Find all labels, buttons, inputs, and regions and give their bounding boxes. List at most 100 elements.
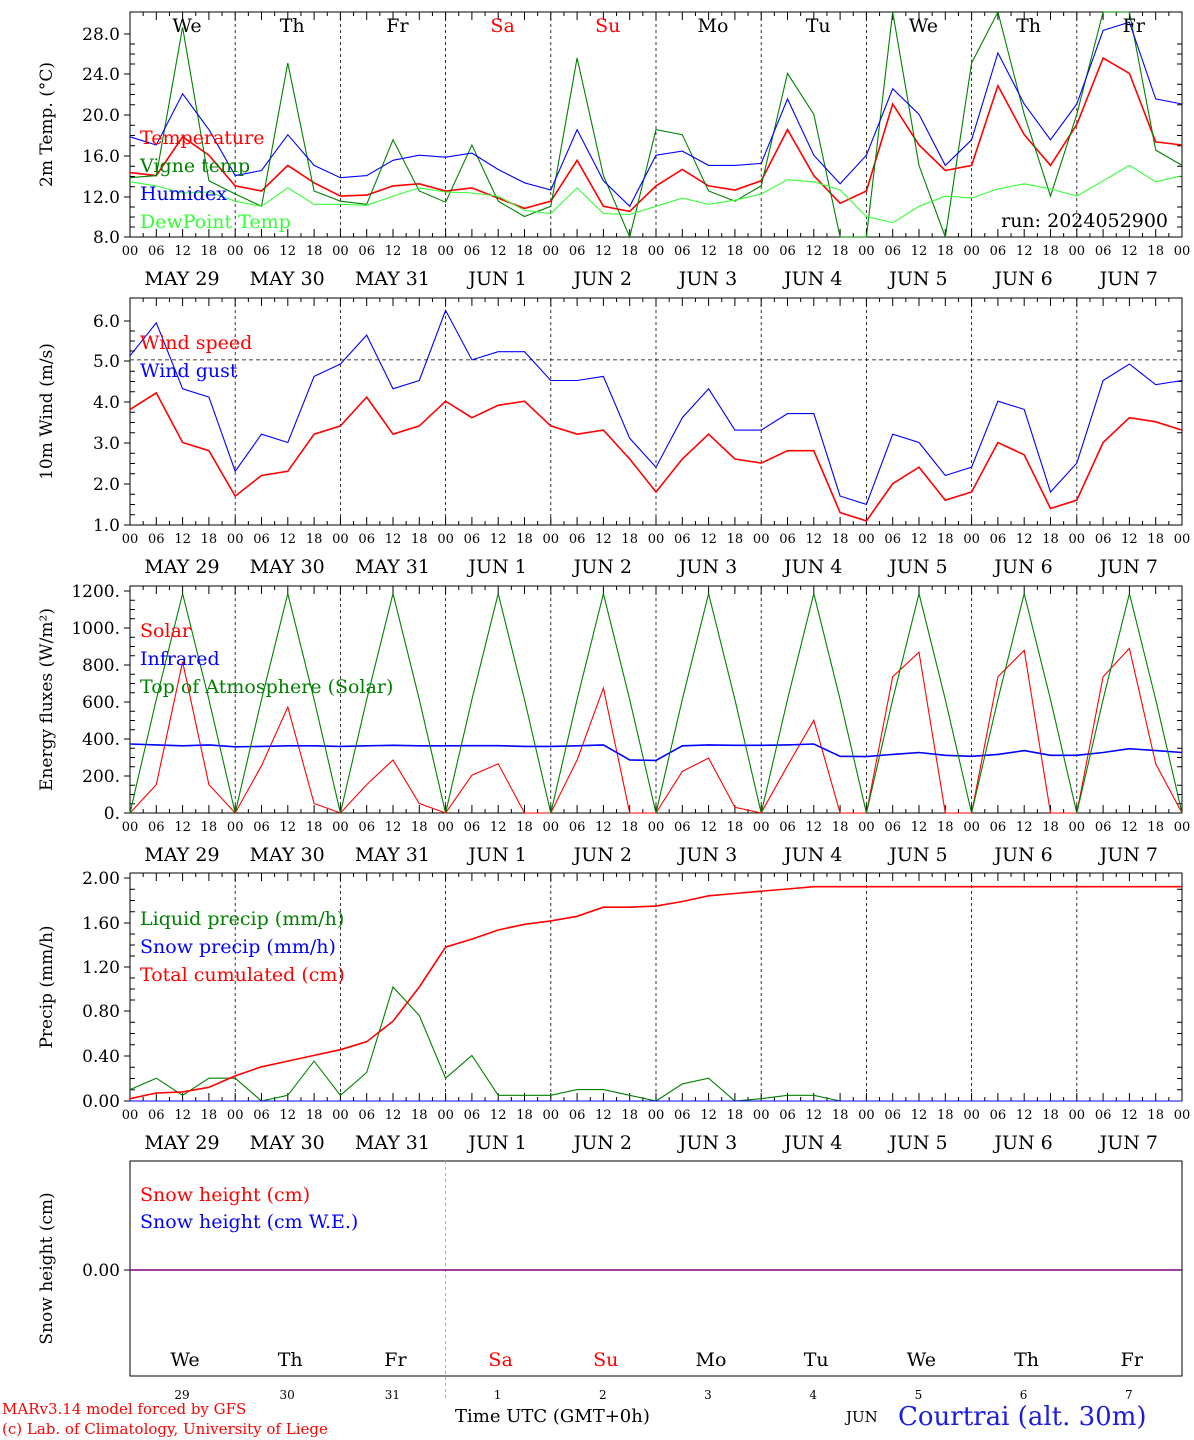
x-hour-label: 12 [806, 820, 823, 835]
day-name: Fr [384, 1349, 407, 1371]
x-hour-label: 12 [490, 1108, 507, 1123]
y-axis-title: 10m Wind (m/s) [37, 343, 57, 480]
day-number: 1 [494, 1388, 502, 1402]
y-axis-title: Precip (mm/h) [37, 925, 57, 1048]
x-date-label: JUN 5 [887, 556, 947, 578]
x-hour-label: 12 [911, 820, 928, 835]
x-hour-label: 18 [727, 820, 744, 835]
x-hour-label: 06 [464, 532, 481, 547]
y-tick-label: 28.0 [82, 25, 120, 45]
x-hour-label: 12 [806, 1108, 823, 1123]
x-hour-label: 06 [779, 1108, 796, 1123]
x-hour-label: 00 [543, 820, 560, 835]
x-hour-label: 06 [464, 244, 481, 259]
x-hour-label: 12 [174, 820, 191, 835]
y-tick-label: 12.0 [82, 188, 120, 208]
x-hour-label: 06 [884, 820, 901, 835]
y-tick-label: 2.00 [82, 869, 120, 889]
x-hour-label: 06 [1095, 244, 1112, 259]
day-name: Th [280, 15, 305, 37]
x-date-label: MAY 31 [355, 556, 430, 578]
x-hour-label: 12 [1121, 820, 1138, 835]
day-name: Th [278, 1349, 303, 1371]
x-date-label: MAY 30 [250, 844, 325, 866]
x-hour-label: 12 [700, 820, 717, 835]
x-hour-label: 12 [174, 532, 191, 547]
x-date-label: JUN 4 [782, 844, 842, 866]
day-name: Sa [490, 15, 514, 37]
series-line-vigne-temp [129, 10, 1183, 239]
x-hour-label: 00 [227, 244, 244, 259]
x-hour-label: 00 [332, 820, 349, 835]
x-hour-label: 00 [437, 820, 454, 835]
x-hour-label: 06 [990, 1108, 1007, 1123]
series-line-infrared [129, 743, 1183, 762]
x-date-label: MAY 30 [250, 556, 325, 578]
x-date-label: JUN 1 [466, 844, 526, 866]
day-number: 30 [280, 1388, 295, 1402]
x-date-label: MAY 31 [355, 844, 430, 866]
x-hour-label: 00 [1174, 1108, 1191, 1123]
day-number: 2 [599, 1388, 607, 1402]
x-hour-label: 18 [832, 820, 849, 835]
x-hour-label: 18 [832, 244, 849, 259]
x-hour-label: 18 [201, 532, 218, 547]
x-hour-label: 06 [779, 244, 796, 259]
legend-entry: Solar [140, 620, 192, 642]
x-hour-label: 00 [437, 244, 454, 259]
x-hour-label: 06 [358, 532, 375, 547]
y-tick-label: 1200. [71, 582, 120, 602]
legend-entry: Snow precip (mm/h) [140, 936, 336, 958]
x-hour-label: 18 [411, 820, 428, 835]
x-date-label: JUN 5 [887, 844, 947, 866]
x-hour-label: 00 [648, 532, 665, 547]
day-name: Sa [488, 1349, 512, 1371]
x-hour-label: 06 [569, 1108, 586, 1123]
x-hour-label: 18 [1042, 244, 1059, 259]
x-hour-label: 12 [280, 820, 297, 835]
y-tick-label: 5.0 [93, 352, 120, 372]
y-tick-label: 200. [82, 767, 120, 787]
x-hour-label: 12 [700, 1108, 717, 1123]
x-hour-label: 00 [1069, 820, 1086, 835]
x-hour-label: 06 [1095, 820, 1112, 835]
x-hour-label: 12 [385, 532, 402, 547]
x-date-label: JUN 3 [677, 268, 737, 290]
panel-frame-1 [129, 11, 1183, 238]
day-number: 29 [174, 1388, 189, 1402]
day-name: Th [1016, 15, 1041, 37]
legend-entry: Humidex [140, 183, 227, 205]
x-hour-label: 06 [358, 820, 375, 835]
x-date-label: MAY 29 [144, 1132, 219, 1154]
x-hour-label: 06 [569, 820, 586, 835]
x-hour-label: 06 [253, 532, 270, 547]
x-hour-label: 00 [122, 1108, 139, 1123]
y-tick-label: 0.40 [82, 1047, 120, 1067]
x-date-label: JUN 6 [992, 1132, 1052, 1154]
x-hour-label: 12 [490, 244, 507, 259]
x-date-label: MAY 29 [144, 844, 219, 866]
x-hour-label: 00 [963, 244, 980, 259]
x-hour-label: 00 [227, 1108, 244, 1123]
day-number: 3 [704, 1388, 712, 1402]
day-name: Su [595, 15, 620, 37]
x-hour-label: 06 [990, 244, 1007, 259]
x-hour-label: 06 [990, 820, 1007, 835]
day-name: Tu [806, 15, 831, 37]
x-hour-label: 12 [700, 532, 717, 547]
x-hour-label: 12 [1016, 244, 1033, 259]
x-hour-label: 12 [174, 1108, 191, 1123]
x-hour-label: 18 [201, 1108, 218, 1123]
x-hour-label: 00 [437, 1108, 454, 1123]
y-tick-label: 16.0 [82, 147, 120, 167]
x-hour-label: 18 [1147, 532, 1164, 547]
month-label: JUN [846, 1408, 878, 1426]
x-hour-label: 12 [1121, 1108, 1138, 1123]
legend-entry: Liquid precip (mm/h) [140, 908, 344, 930]
series-line-wind-gust [129, 309, 1183, 506]
x-date-label: JUN 4 [782, 556, 842, 578]
x-hour-label: 06 [674, 1108, 691, 1123]
x-hour-label: 00 [753, 820, 770, 835]
legend-entry: Vigne temp [139, 155, 250, 177]
